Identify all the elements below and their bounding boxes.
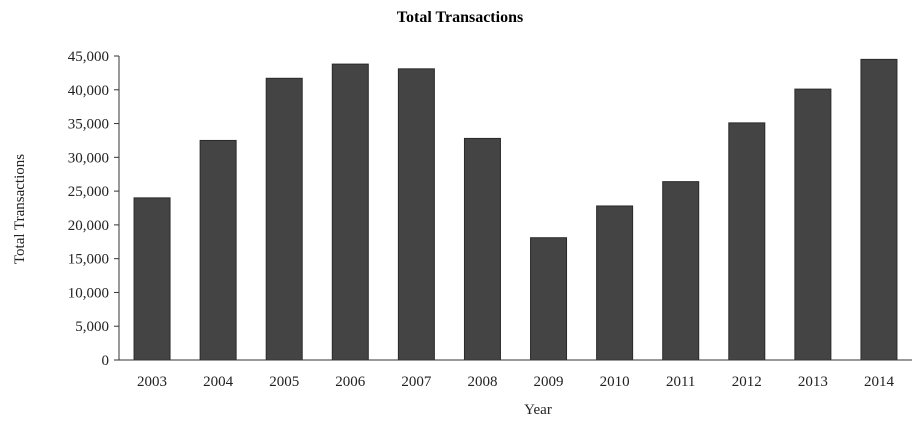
x-tick-label: 2007 bbox=[401, 374, 432, 390]
x-tick-label: 2012 bbox=[732, 374, 762, 390]
x-tick-label: 2003 bbox=[137, 374, 167, 390]
bar-2006 bbox=[331, 63, 369, 361]
y-tick-label: 40,000 bbox=[68, 83, 109, 99]
x-tick-label: 2004 bbox=[203, 374, 234, 390]
y-tick-label: 45,000 bbox=[68, 49, 109, 65]
bar-2012 bbox=[728, 122, 766, 361]
y-tick-label: 0 bbox=[102, 353, 110, 369]
x-tick-label: 2014 bbox=[864, 374, 895, 390]
y-tick-label: 15,000 bbox=[68, 252, 109, 268]
bar-2010 bbox=[596, 205, 634, 361]
y-tick-label: 25,000 bbox=[68, 184, 109, 200]
bars-group bbox=[133, 58, 898, 361]
bar-2011 bbox=[662, 181, 700, 361]
y-tick-label: 5,000 bbox=[75, 319, 109, 335]
bar-2013 bbox=[794, 88, 832, 361]
y-tick-label: 10,000 bbox=[68, 285, 109, 301]
bar-2009 bbox=[530, 237, 568, 361]
bar-2005 bbox=[265, 77, 303, 361]
bar-2004 bbox=[199, 139, 237, 361]
x-tick-label: 2005 bbox=[269, 374, 299, 390]
x-axis-label: Year bbox=[524, 402, 552, 418]
bar-2007 bbox=[397, 68, 435, 361]
x-tick-label: 2006 bbox=[335, 374, 366, 390]
x-tick-label: 2011 bbox=[666, 374, 695, 390]
x-axis: 2003 2004 2005 2006 2007 2008 2009 2010 2011 2012… bbox=[119, 359, 912, 390]
x-tick-label: 2009 bbox=[534, 374, 564, 390]
bar-2008 bbox=[463, 137, 501, 361]
x-tick-label: 2008 bbox=[467, 374, 497, 390]
chart-title: Total Transactions bbox=[397, 9, 523, 26]
x-tick-label: 2010 bbox=[600, 374, 630, 390]
y-axis-label: Total Transactions bbox=[12, 154, 28, 264]
bar-2014 bbox=[860, 58, 898, 361]
y-tick-label: 35,000 bbox=[68, 117, 109, 133]
y-axis: 0 5,000 10,000 15,000 20,000 25,000 30,000 35,0… bbox=[68, 49, 120, 369]
y-tick-label: 20,000 bbox=[68, 218, 109, 234]
y-tick-label: 30,000 bbox=[68, 150, 109, 166]
x-tick-label: 2013 bbox=[798, 374, 828, 390]
bar-2003 bbox=[133, 197, 171, 361]
